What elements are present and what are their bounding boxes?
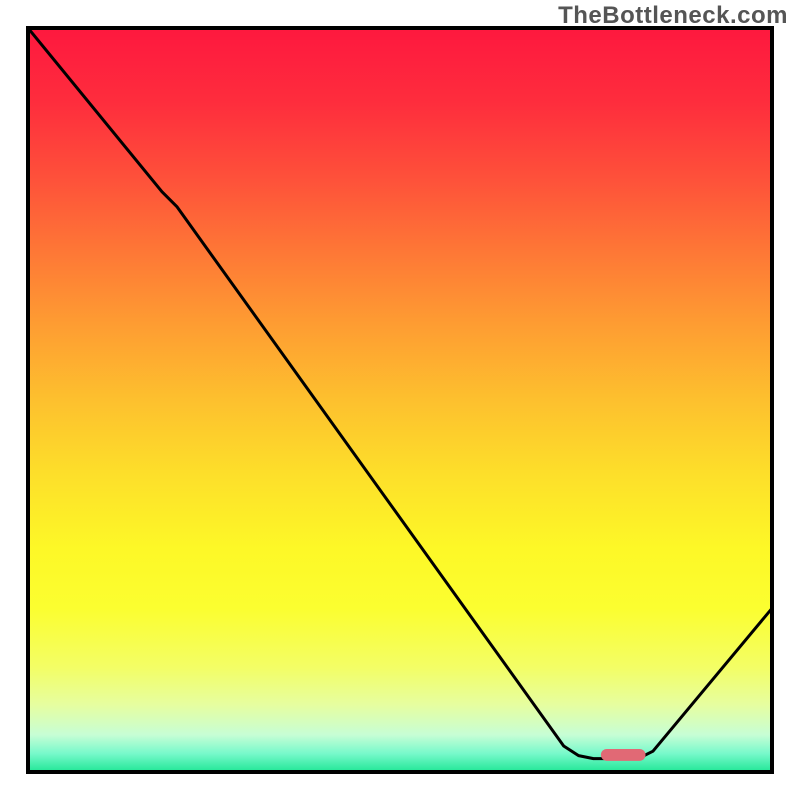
watermark-text: TheBottleneck.com <box>558 2 788 30</box>
optimum-marker <box>601 749 646 761</box>
plot-background <box>28 28 772 772</box>
bottleneck-chart <box>0 0 800 800</box>
chart-container: { "watermark": { "text": "TheBottleneck.… <box>0 0 800 800</box>
